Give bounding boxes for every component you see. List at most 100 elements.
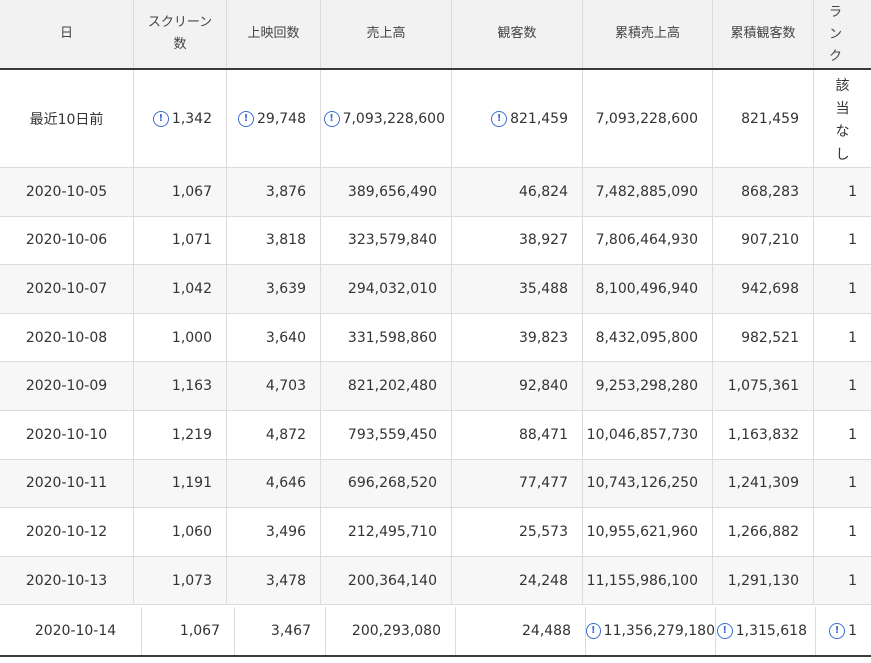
cell-showings: 4,872	[227, 411, 321, 459]
cell-rank-char: 該	[835, 78, 850, 94]
col-header-screens[interactable]: スクリーン数	[134, 0, 227, 68]
cell-sales: ! 7,093,228,600	[321, 70, 452, 167]
cell-audience: 39,823	[452, 313, 583, 362]
cell-sales: 696,268,520	[321, 459, 452, 508]
cell-sales: 212,495,710	[321, 508, 452, 556]
col-header-cum-sales[interactable]: 累積売上高	[583, 0, 713, 68]
cell-sales: 331,598,860	[321, 313, 452, 362]
cell-showings: 4,703	[227, 362, 321, 410]
cell-audience: 24,488	[456, 607, 586, 655]
info-circle-icon[interactable]: !	[586, 623, 601, 639]
cell-showings-value: 29,748	[257, 110, 306, 127]
cell-showings: 3,639	[227, 265, 321, 313]
cell-cum-audience: ! 1,315,618	[716, 607, 816, 655]
cell-screens: 1,067	[134, 168, 227, 216]
table-header: 日 スクリーン数 上映回数 売上高 観客数 累積売上高 累積観客数 ラ ン ク	[0, 0, 871, 70]
cell-showings: 3,496	[227, 508, 321, 556]
table-row: 2020-10-06 1,071 3,818 323,579,840 38,927 7,8…	[0, 216, 871, 266]
info-circle-icon[interactable]: !	[716, 623, 733, 639]
cell-cum-audience: 868,283	[713, 168, 814, 216]
col-header-rank[interactable]: ラ ン ク	[814, 0, 871, 68]
cell-cum-sales: 7,806,464,930	[583, 216, 713, 265]
cell-rank: 1	[848, 329, 857, 346]
col-header-rank-char: ラ	[828, 5, 842, 20]
col-header-showings[interactable]: 上映回数	[227, 0, 321, 68]
cell-cum-sales: ! 11,356,279,180	[586, 607, 716, 655]
cell-date: 2020-10-09	[0, 362, 134, 410]
cell-cum-sales-value: 11,356,279,180	[603, 623, 715, 639]
cell-date: 2020-10-11	[0, 459, 134, 508]
cell-rank: ! 1	[816, 607, 871, 655]
info-circle-icon[interactable]: !	[491, 110, 508, 127]
cell-rank: 1	[848, 280, 857, 297]
cell-audience: 38,927	[452, 216, 583, 265]
info-circle-icon[interactable]: !	[152, 110, 169, 127]
col-header-date-label: 日	[59, 26, 73, 41]
cell-showings: 3,876	[227, 168, 321, 216]
cell-screens: 1,060	[134, 508, 227, 556]
cell-screens: ! 1,342	[134, 70, 227, 167]
cell-audience-value: 821,459	[510, 110, 568, 127]
cell-audience: 77,477	[452, 459, 583, 508]
info-circle-icon[interactable]: !	[238, 110, 254, 127]
cell-rank-value: 1	[848, 623, 857, 639]
cell-cum-sales: 10,743,126,250	[583, 459, 713, 508]
cell-screens: 1,163	[134, 362, 227, 410]
cell-date: 最近10日前	[0, 70, 134, 167]
cell-cum-audience: 1,075,361	[713, 362, 814, 410]
cell-cum-sales: 11,155,986,100	[583, 556, 713, 605]
cell-audience: 35,488	[452, 265, 583, 313]
cell-cum-sales: 7,093,228,600	[583, 70, 713, 167]
table-row: 2020-10-09 1,163 4,703 821,202,480 92,840 9,2…	[0, 362, 871, 411]
col-header-cum-audience[interactable]: 累積観客数	[713, 0, 814, 68]
info-circle-icon[interactable]: !	[829, 623, 846, 639]
cell-rank: 1	[848, 232, 857, 249]
cell-rank: 1	[848, 572, 857, 589]
cell-cum-sales: 8,100,496,940	[583, 265, 713, 313]
table-row-last: 2020-10-14 1,067 3,467 200,293,080 24,48…	[0, 607, 871, 657]
cell-rank: 該 当 な し	[814, 70, 871, 167]
cell-rank: 1	[848, 523, 857, 540]
cell-screens: 1,191	[134, 459, 227, 508]
cell-screens: 1,071	[134, 216, 227, 265]
cell-showings: 3,640	[227, 313, 321, 362]
col-header-sales[interactable]: 売上高	[321, 0, 452, 68]
col-header-sales-label: 売上高	[366, 26, 406, 41]
table-row: 2020-10-12 1,060 3,496 212,495,710 25,573 10,…	[0, 508, 871, 557]
cell-cum-audience: 1,291,130	[713, 556, 814, 605]
cell-cum-sales: 9,253,298,280	[583, 362, 713, 410]
cell-date: 2020-10-10	[0, 411, 134, 459]
cell-rank: 1	[848, 183, 857, 200]
cell-date: 2020-10-06	[0, 216, 134, 265]
cell-cum-sales: 10,046,857,730	[583, 411, 713, 459]
cell-sales: 200,293,080	[326, 607, 456, 655]
cell-screens: 1,000	[134, 313, 227, 362]
info-circle-icon[interactable]: !	[323, 110, 340, 127]
col-header-date[interactable]: 日	[0, 0, 134, 68]
cell-screens-value: 1,342	[171, 110, 212, 127]
cell-sales: 389,656,490	[321, 168, 452, 216]
col-header-showings-label: 上映回数	[247, 26, 300, 41]
table-row: 2020-10-07 1,042 3,639 294,032,010 35,488 8,1…	[0, 265, 871, 314]
cell-rank-char: し	[835, 147, 850, 163]
cell-sales: 793,559,450	[321, 411, 452, 459]
cell-audience: 24,248	[452, 556, 583, 605]
cell-audience: ! 821,459	[452, 70, 583, 167]
cell-cum-audience-value: 1,315,618	[735, 623, 807, 639]
cell-audience: 88,471	[452, 411, 583, 459]
cell-showings: 4,646	[227, 459, 321, 508]
col-header-cum-audience-label: 累積観客数	[730, 26, 796, 41]
cell-cum-audience: 1,163,832	[713, 411, 814, 459]
cell-audience: 25,573	[452, 508, 583, 556]
table-row-prior-10-days: 最近10日前 ! 1,342 ! 29,748 ! 7,093,228,600 ! 82…	[0, 70, 871, 168]
cell-rank-char: な	[835, 124, 850, 140]
table-row: 2020-10-05 1,067 3,876 389,656,490 46,824 7,4…	[0, 168, 871, 217]
cell-date: 2020-10-14	[0, 607, 142, 655]
cell-rank: 1	[848, 426, 857, 443]
col-header-audience-label: 観客数	[497, 26, 537, 41]
col-header-audience[interactable]: 観客数	[452, 0, 583, 68]
cell-audience: 92,840	[452, 362, 583, 410]
cell-sales: 294,032,010	[321, 265, 452, 313]
cell-cum-audience: 942,698	[713, 265, 814, 313]
